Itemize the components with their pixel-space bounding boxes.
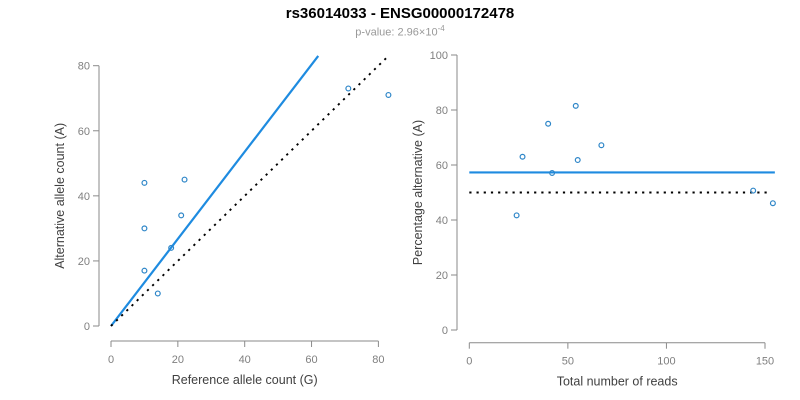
x-tick-label: 0 xyxy=(466,356,472,368)
y-tick-label: 40 xyxy=(78,191,90,203)
data-point xyxy=(572,102,579,109)
data-point xyxy=(598,142,605,149)
plot-title: rs36014033 - ENSG00000172478 xyxy=(285,5,515,22)
data-point xyxy=(141,225,148,232)
data-point xyxy=(181,176,188,183)
data-point xyxy=(385,91,392,98)
x-tick-label: 0 xyxy=(108,354,114,366)
data-point xyxy=(168,244,175,251)
plot-subtitle: p-value: 2.96×10-4 xyxy=(0,24,800,39)
y-tick-label: 80 xyxy=(436,105,448,117)
y-axis-title: Percentage alternative (A) xyxy=(411,120,425,265)
x-tick-label: 50 xyxy=(562,356,574,368)
data-point xyxy=(141,179,148,186)
data-point xyxy=(141,267,148,274)
identity-line xyxy=(110,55,390,327)
x-axis-title: Reference allele count (G) xyxy=(172,373,318,387)
y-tick-label: 60 xyxy=(436,160,448,172)
data-point xyxy=(513,212,520,219)
pvalue-exponent: -4 xyxy=(437,24,445,33)
y-tick-label: 0 xyxy=(84,321,90,333)
y-tick-label: 60 xyxy=(78,126,90,138)
y-tick-label: 20 xyxy=(436,270,448,282)
x-tick-label: 150 xyxy=(756,356,774,368)
x-tick-label: 20 xyxy=(172,354,184,366)
fitted-ratio-line xyxy=(110,55,320,327)
y-axis-title: Alternative allele count (A) xyxy=(53,123,67,269)
x-tick-label: 40 xyxy=(239,354,251,366)
data-point xyxy=(345,85,352,92)
x-tick-label: 100 xyxy=(657,356,675,368)
data-point xyxy=(154,290,161,297)
data-point xyxy=(769,200,776,207)
y-tick-label: 20 xyxy=(78,256,90,268)
data-point xyxy=(750,187,757,194)
pvalue-text: p-value: 2.96×10 xyxy=(355,26,438,39)
data-point xyxy=(178,212,185,219)
x-axis-title: Total number of reads xyxy=(557,375,678,389)
data-point xyxy=(545,120,552,127)
data-point xyxy=(574,157,581,164)
data-point xyxy=(549,169,556,176)
y-tick-label: 80 xyxy=(78,61,90,73)
y-tick-label: 100 xyxy=(430,50,448,62)
x-tick-label: 80 xyxy=(372,354,384,366)
x-tick-label: 60 xyxy=(305,354,317,366)
data-point xyxy=(519,153,526,160)
y-tick-label: 40 xyxy=(436,215,448,227)
y-tick-label: 0 xyxy=(442,325,448,337)
